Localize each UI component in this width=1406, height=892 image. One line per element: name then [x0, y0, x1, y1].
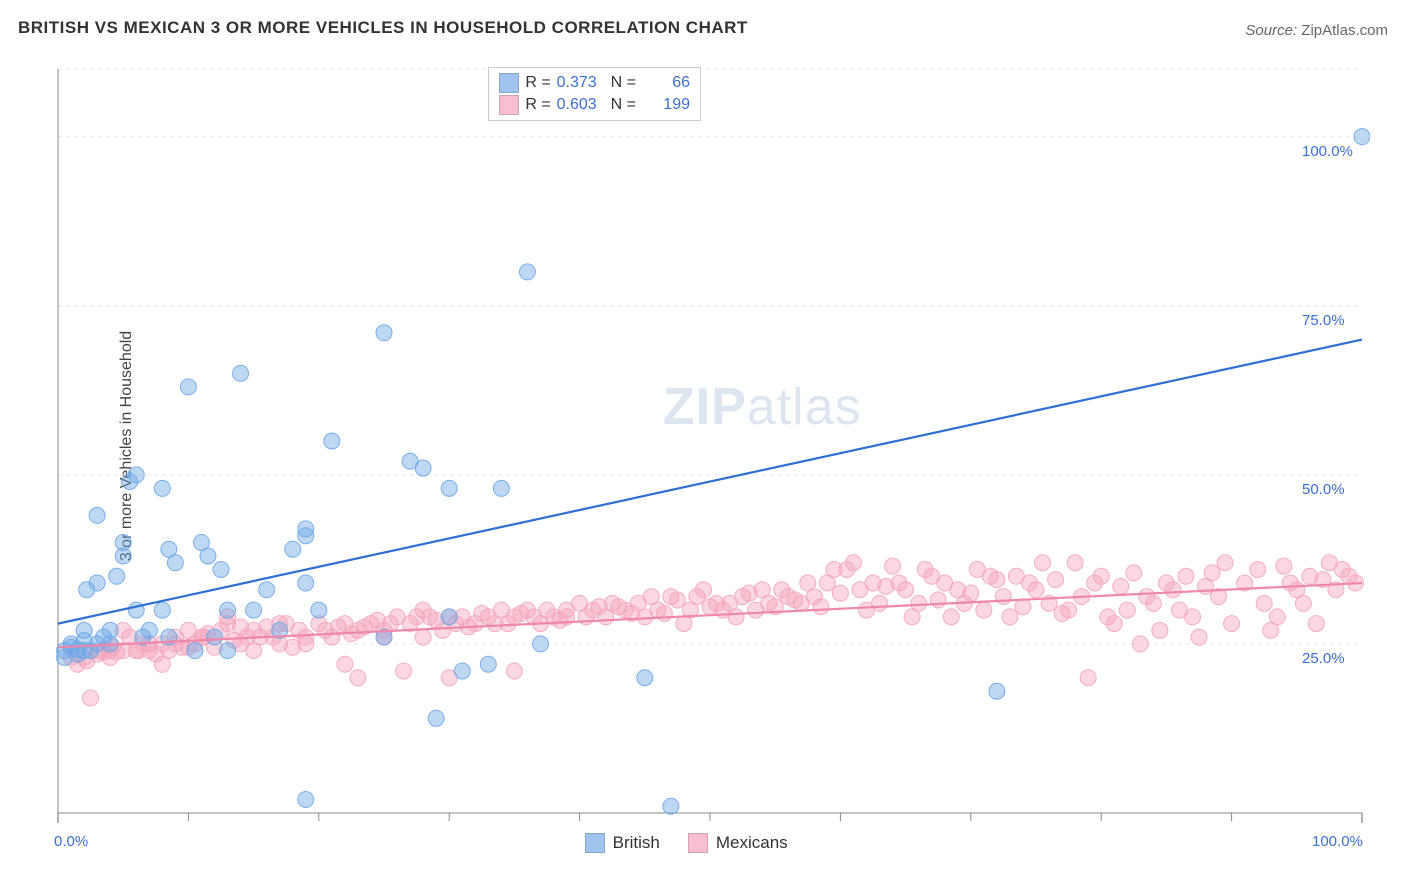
y-tick-100: 100.0%: [1302, 143, 1353, 160]
series-legend: British Mexicans: [585, 833, 788, 853]
y-tick-50: 50.0%: [1302, 481, 1345, 498]
r-value: 0.603: [557, 94, 605, 116]
legend-swatch: [688, 833, 708, 853]
r-label: R =: [525, 72, 550, 94]
y-tick-25: 25.0%: [1302, 650, 1345, 667]
y-tick-75: 75.0%: [1302, 312, 1345, 329]
legend-row: R = 0.373 N = 66: [499, 72, 690, 94]
source-attribution: Source: ZipAtlas.com: [1245, 22, 1388, 39]
n-value: 199: [642, 94, 690, 116]
source-value: ZipAtlas.com: [1301, 22, 1388, 39]
x-tick-max: 100.0%: [1312, 833, 1363, 850]
legend-swatch: [499, 73, 519, 93]
r-label: R =: [525, 94, 550, 116]
legend-item-mexicans: Mexicans: [688, 833, 788, 853]
legend-row: R = 0.603 N = 199: [499, 94, 690, 116]
source-label: Source:: [1245, 22, 1297, 39]
x-tick-min: 0.0%: [54, 833, 88, 850]
scatter-plot: [50, 65, 1370, 835]
legend-label: Mexicans: [716, 833, 788, 853]
legend-swatch: [585, 833, 605, 853]
legend-item-british: British: [585, 833, 660, 853]
legend-label: British: [613, 833, 660, 853]
n-label: N =: [611, 72, 636, 94]
legend-swatch: [499, 95, 519, 115]
chart-title: BRITISH VS MEXICAN 3 OR MORE VEHICLES IN…: [18, 18, 748, 38]
correlation-legend: R = 0.373 N = 66 R = 0.603 N = 199: [488, 67, 701, 121]
r-value: 0.373: [557, 72, 605, 94]
n-value: 66: [642, 72, 690, 94]
n-label: N =: [611, 94, 636, 116]
